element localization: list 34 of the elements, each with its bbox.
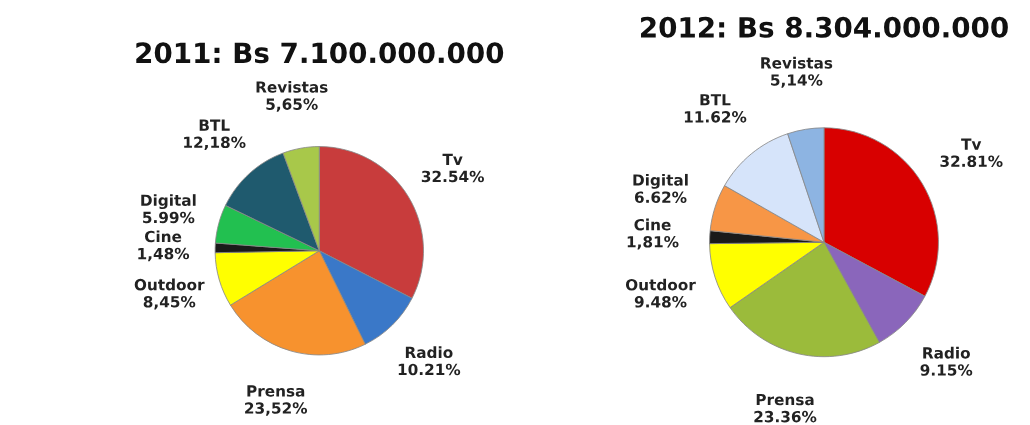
data-label: 8,45% [143, 295, 196, 310]
data-label: 23.36% [754, 410, 817, 423]
slice-label: Outdoor [625, 278, 696, 291]
data-label: 9.48% [634, 296, 687, 308]
chart-title: 2011: Bs 7.100.000.000 [136, 42, 504, 64]
slice-label: BTL [700, 94, 731, 106]
slice-label: Digital [141, 194, 196, 210]
data-label: 10.21% [398, 363, 461, 376]
data-label: 32.54% [421, 170, 484, 183]
data-label: 1,48% [138, 247, 190, 262]
slice-label: Cine [634, 218, 671, 231]
data-label: 6.62% [634, 191, 687, 203]
data-label: 5,65% [266, 98, 318, 112]
slice-label: Radio [923, 346, 970, 359]
data-label: 11.62% [684, 111, 747, 123]
slice-label: Prensa [756, 393, 814, 406]
data-label: 32.81% [940, 155, 1003, 167]
slice-label: Tv [442, 153, 463, 165]
data-label: 23,52% [245, 402, 308, 416]
data-label: 5.99% [143, 211, 195, 224]
slice-label: Tv [961, 138, 982, 150]
slice-label: Outdoor [134, 278, 205, 291]
slice-label: Digital [633, 173, 688, 189]
slice-label: Radio [405, 346, 453, 359]
slice-label: BTL [199, 119, 230, 131]
data-label: 1,81% [627, 236, 679, 250]
slice-label: Revistas [761, 56, 833, 69]
data-label: 5,14% [771, 74, 823, 88]
chart-title: 2012: Bs 8.304.000.000 [641, 16, 1008, 38]
slice-label: Revistas [256, 80, 328, 93]
data-label: 12,18% [184, 136, 246, 151]
slice-label: Cine [144, 230, 182, 243]
data-label: 9.15% [920, 364, 973, 376]
slice-label: Prensa [247, 385, 305, 397]
